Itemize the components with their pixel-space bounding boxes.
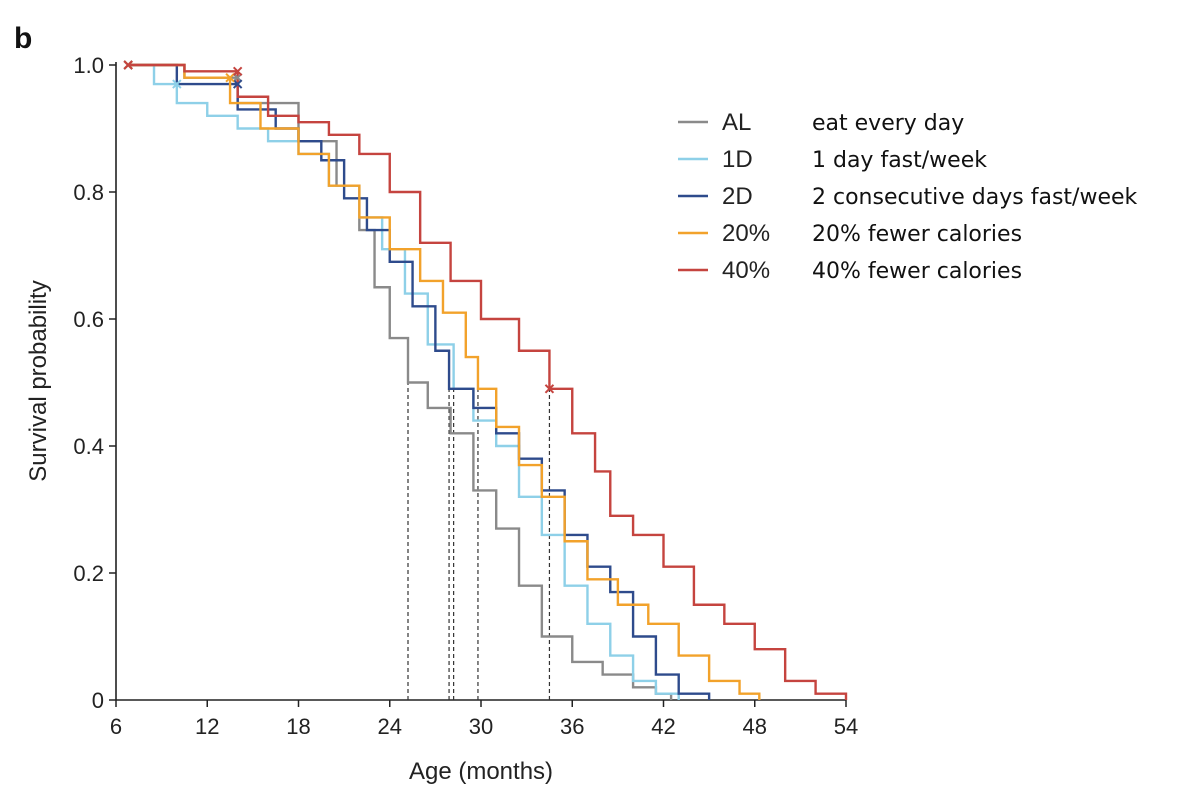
- censor-mark-early-2: [232, 79, 243, 89]
- x-tick-label-42: 42: [651, 714, 675, 739]
- y-tick-label-0: 0: [92, 688, 104, 713]
- legend-desc-3: 20% fewer calories: [812, 222, 1022, 247]
- legend-key-3: 20%: [722, 220, 770, 247]
- x-tick-label-48: 48: [743, 714, 767, 739]
- x-tick-label-6: 6: [110, 714, 122, 739]
- x-tick-label-18: 18: [286, 714, 310, 739]
- x-tick-label-36: 36: [560, 714, 584, 739]
- y-tick-label-3: 0.6: [73, 307, 104, 332]
- legend-desc-0: eat every day: [812, 111, 964, 136]
- legend-key-1: 1D: [722, 146, 753, 173]
- panel-label: b: [14, 22, 32, 55]
- x-tick-label-12: 12: [195, 714, 219, 739]
- series-lines: [128, 63, 848, 700]
- y-tick-label-5: 1.0: [73, 53, 104, 78]
- censor-mark-early-3: [225, 72, 235, 83]
- legend-key-2: 2D: [722, 183, 753, 210]
- series-line-3: [128, 63, 761, 700]
- censor-mark-early-1: [172, 79, 182, 89]
- legend-key-4: 40%: [722, 257, 770, 284]
- x-tick-label-24: 24: [378, 714, 402, 739]
- censor-mark-early-4: [232, 66, 243, 77]
- legend-key-0: AL: [722, 109, 751, 136]
- y-tick-label-1: 0.2: [73, 561, 104, 586]
- ticks: 6 12 18 24 30 36 42 48 54 0 0.2 0.4 0.6 0.8 1.0: [73, 53, 858, 739]
- y-tick-label-2: 0.4: [73, 434, 104, 459]
- censor-mark-start-4: [123, 60, 133, 70]
- legend-desc-2: 2 consecutive days fast/week: [812, 185, 1138, 210]
- legend: AL eat every day 1D 1 day fast/week 2D 2 cons…: [678, 109, 1138, 284]
- median-lines: [407, 382, 551, 700]
- x-tick-label-30: 30: [469, 714, 493, 739]
- x-tick-label-54: 54: [834, 714, 858, 739]
- legend-desc-1: 1 day fast/week: [812, 148, 987, 173]
- censor-marks: [123, 60, 555, 394]
- series-line-1: [128, 63, 680, 700]
- censor-mark-median-40: [544, 384, 555, 394]
- y-tick-label-4: 0.8: [73, 180, 104, 205]
- legend-desc-4: 40% fewer calories: [812, 259, 1022, 284]
- y-axis-title: Survival probability: [25, 280, 52, 481]
- series-line-4: [128, 63, 848, 700]
- x-axis-title: Age (months): [409, 758, 553, 785]
- series-line-0: [128, 63, 673, 700]
